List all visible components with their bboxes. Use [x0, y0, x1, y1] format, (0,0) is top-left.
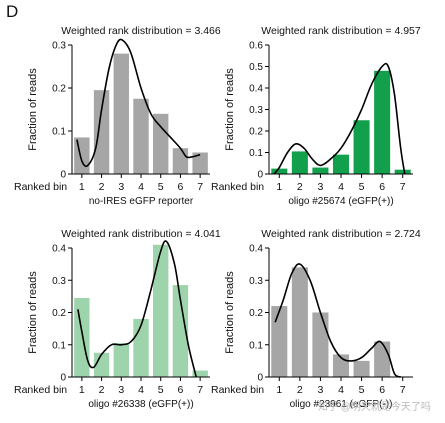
chart-title: Weighted rank distribution = 3.466 [61, 25, 221, 37]
y-axis-label: Fraction of reads [224, 68, 236, 151]
x-tick-label: 3 [318, 384, 324, 396]
bar [291, 267, 308, 377]
y-tick-label: 0.2 [249, 127, 263, 138]
bar [312, 312, 329, 377]
x-tick-label: 7 [400, 384, 406, 396]
bar [113, 53, 129, 174]
y-tick-label: 0.3 [249, 105, 263, 116]
x-tick-label: 1 [276, 181, 282, 193]
bar [312, 167, 329, 174]
chart-title: Weighted rank distribution = 4.957 [261, 25, 421, 37]
y-tick-label: 0.4 [52, 244, 66, 255]
x-tick-label: 1 [79, 181, 85, 193]
panel-letter: D [6, 2, 19, 21]
y-tick-label: 0.2 [52, 84, 66, 95]
y-tick-label: 0.3 [52, 276, 66, 287]
x-tick-label: 4 [338, 384, 344, 396]
x-tick-label: 3 [118, 384, 124, 396]
panel-caption: oligo #25674 (eGFP(+)) [288, 196, 393, 207]
bar [153, 244, 169, 377]
panel-caption: oligo #26338 (eGFP(+)) [88, 399, 193, 410]
y-axis-label: Fraction of reads [224, 271, 236, 354]
x-tick-label: 2 [297, 181, 303, 193]
y-tick-label: 0 [257, 170, 263, 181]
y-tick-label: 0.2 [52, 308, 66, 319]
bar [192, 370, 208, 377]
y-tick-label: 0.4 [249, 244, 263, 255]
x-tick-label: 4 [138, 181, 144, 193]
y-tick-label: 0.2 [249, 308, 263, 319]
y-tick-label: 0.5 [249, 62, 263, 73]
density-curve [76, 38, 201, 168]
bar [172, 285, 189, 377]
watermark: 知乎 @明天就是今天了吗 [318, 402, 431, 413]
x-tick-label: 5 [359, 384, 365, 396]
density-curve [77, 240, 197, 378]
bar [133, 318, 149, 377]
bar [74, 137, 90, 174]
bar [271, 168, 288, 174]
x-tick-label: 5 [158, 181, 164, 193]
bar [93, 90, 110, 174]
x-tick-label: 3 [118, 181, 124, 193]
y-tick-label: 0.1 [52, 340, 66, 351]
x-tick-label: 7 [197, 384, 203, 396]
bar [192, 152, 208, 174]
y-tick-label: 0.4 [249, 84, 263, 95]
bar [332, 154, 350, 174]
x-tick-label: 7 [197, 181, 203, 193]
bar [353, 360, 370, 377]
x-tick-label: 5 [158, 384, 164, 396]
bar [271, 306, 288, 377]
x-axis-label: Ranked bin [211, 384, 264, 396]
bar [93, 352, 110, 377]
bar [133, 98, 149, 174]
chart-title: Weighted rank distribution = 2.724 [261, 228, 421, 240]
x-axis-label: Ranked bin [211, 181, 264, 193]
bar [374, 341, 391, 377]
bar [74, 297, 90, 377]
x-axis-label: Ranked bin [14, 384, 67, 396]
x-tick-label: 6 [178, 181, 184, 193]
x-tick-label: 5 [359, 181, 365, 193]
panel-caption: no-IRES eGFP reporter [89, 196, 194, 207]
x-tick-label: 7 [400, 181, 406, 193]
x-tick-label: 6 [379, 181, 385, 193]
x-tick-label: 2 [297, 384, 303, 396]
x-tick-label: 1 [79, 384, 85, 396]
bar [291, 151, 308, 174]
bar [353, 120, 370, 174]
x-tick-label: 6 [178, 384, 184, 396]
density-curve [273, 62, 406, 175]
x-tick-label: 4 [338, 181, 344, 193]
x-tick-label: 3 [318, 181, 324, 193]
x-tick-label: 2 [99, 181, 105, 193]
y-tick-label: 0.1 [249, 148, 263, 159]
x-tick-label: 4 [138, 384, 144, 396]
panel-caption: oligo #23961 (eGFP(-)) [290, 399, 393, 410]
y-tick-label: 0.6 [249, 41, 263, 52]
bar [172, 148, 189, 174]
chart-title: Weighted rank distribution = 4.041 [61, 228, 221, 240]
x-tick-label: 2 [99, 384, 105, 396]
bar [374, 70, 391, 174]
y-tick-label: 0.1 [52, 127, 66, 138]
x-tick-label: 6 [379, 384, 385, 396]
bar [153, 113, 169, 174]
y-tick-label: 0.3 [249, 276, 263, 287]
bar [113, 343, 129, 377]
y-tick-label: 0 [60, 373, 66, 384]
x-axis-label: Ranked bin [14, 181, 67, 193]
density-curve [274, 263, 402, 378]
y-axis-label: Fraction of reads [27, 68, 39, 151]
y-tick-label: 0 [60, 170, 66, 181]
y-tick-label: 0 [257, 373, 263, 384]
y-tick-label: 0.3 [52, 41, 66, 52]
x-tick-label: 1 [276, 384, 282, 396]
bar [394, 169, 411, 174]
y-tick-label: 0.1 [249, 340, 263, 351]
y-axis-label: Fraction of reads [27, 271, 39, 354]
